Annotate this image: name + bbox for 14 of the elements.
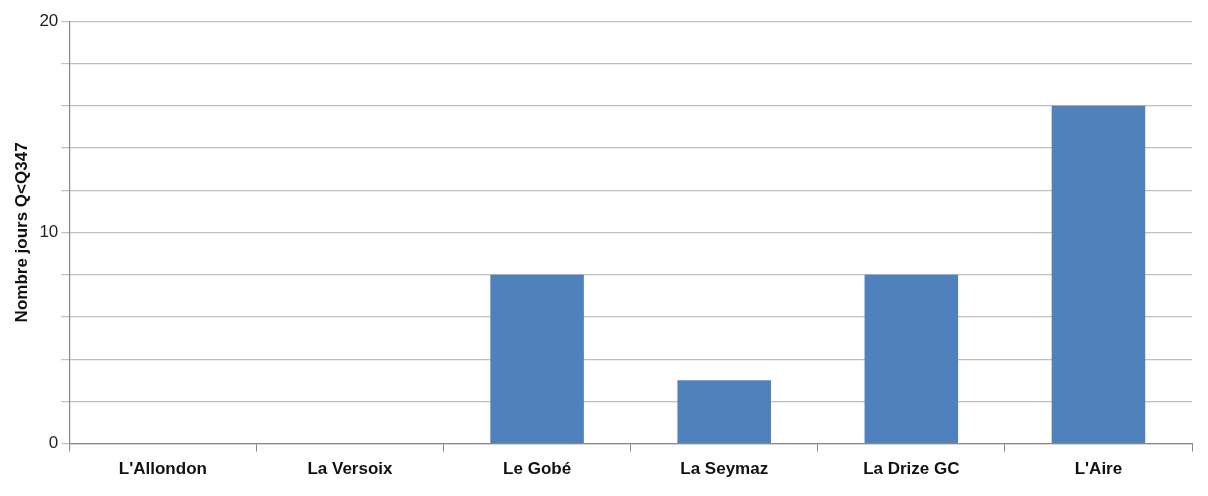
bar — [490, 274, 584, 443]
bar — [1051, 105, 1146, 443]
y-tick-label: 20 — [39, 10, 59, 30]
y-tick-label: 0 — [48, 433, 59, 453]
x-tick-label: La Versoix — [307, 459, 394, 479]
y-axis-title: Nombre jours Q<Q347 — [11, 142, 31, 323]
x-tick-label: La Seymaz — [680, 459, 769, 479]
x-tick-label: La Drize GC — [863, 459, 960, 479]
bar — [864, 274, 959, 443]
bar — [677, 380, 771, 443]
x-tick-label: L'Allondon — [118, 459, 207, 479]
x-tick-label: L'Aire — [1074, 459, 1123, 479]
y-tick-label: 10 — [39, 222, 59, 242]
x-tick-label: Le Gobé — [503, 459, 572, 479]
